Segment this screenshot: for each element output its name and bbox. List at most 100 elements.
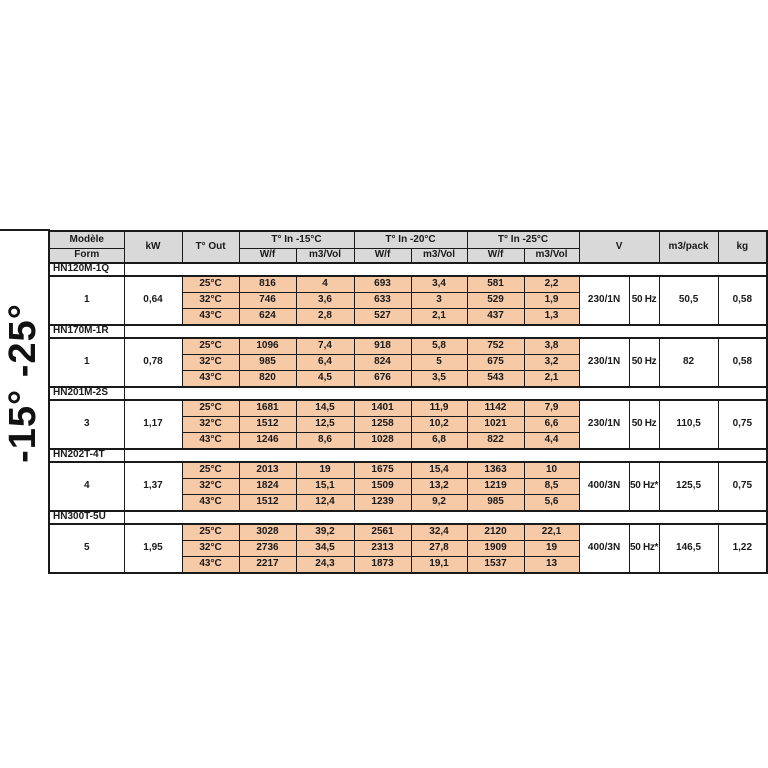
model-label: HN300T-5U — [48, 510, 125, 525]
m3v20-cell: 27,8 — [410, 540, 468, 557]
m3v15-cell: 7,4 — [295, 337, 355, 355]
wf20-cell: 1509 — [353, 478, 412, 495]
hz-value: 50 Hz — [628, 399, 660, 450]
m3pack-value: 82 — [658, 337, 719, 388]
kw-value: 1,95 — [123, 523, 183, 574]
voltage-value: 230/1N — [578, 337, 630, 388]
subheader-m3vol-15: m3/Vol — [295, 248, 355, 264]
m3v25-cell: 2,1 — [523, 370, 580, 388]
m3v15-cell: 15,1 — [295, 478, 355, 495]
m3pack-value: 146,5 — [658, 523, 719, 574]
wf20-cell: 918 — [353, 337, 412, 355]
kg-value: 0,75 — [717, 461, 768, 512]
model-label: HN170M-1R — [48, 324, 125, 339]
m3v20-cell: 3,5 — [410, 370, 468, 388]
m3v25-cell: 8,5 — [523, 478, 580, 495]
m3v20-cell: 6,8 — [410, 432, 468, 450]
wf15-cell: 1512 — [238, 494, 297, 512]
wf25-cell: 2120 — [466, 523, 525, 541]
t-out-cell: 25°C — [181, 399, 240, 417]
m3v25-cell: 13 — [523, 556, 580, 574]
m3v20-cell: 5 — [410, 354, 468, 371]
wf15-cell: 1681 — [238, 399, 297, 417]
t-out-cell: 43°C — [181, 556, 240, 574]
m3v15-cell: 4 — [295, 275, 355, 293]
kg-value: 0,58 — [717, 337, 768, 388]
t-out-cell: 43°C — [181, 370, 240, 388]
m3v25-cell: 5,6 — [523, 494, 580, 512]
wf20-cell: 633 — [353, 292, 412, 309]
wf25-cell: 1021 — [466, 416, 525, 433]
m3pack-value: 125,5 — [658, 461, 719, 512]
m3v20-cell: 11,9 — [410, 399, 468, 417]
header-kw: kW — [123, 230, 183, 264]
wf25-cell: 437 — [466, 308, 525, 326]
kg-value: 1,22 — [717, 523, 768, 574]
t-out-cell: 25°C — [181, 275, 240, 293]
header-kg: kg — [717, 230, 768, 264]
wf15-cell: 1096 — [238, 337, 297, 355]
wf25-cell: 529 — [466, 292, 525, 309]
kw-value: 1,17 — [123, 399, 183, 450]
wf20-cell: 1258 — [353, 416, 412, 433]
m3v20-cell: 19,1 — [410, 556, 468, 574]
form-value: 5 — [48, 523, 125, 574]
kw-value: 1,37 — [123, 461, 183, 512]
wf15-cell: 816 — [238, 275, 297, 293]
m3v20-cell: 32,4 — [410, 523, 468, 541]
wf15-cell: 3028 — [238, 523, 297, 541]
subheader-wf-15: W/f — [238, 248, 297, 264]
model-row-filler — [123, 448, 768, 463]
wf15-cell: 2217 — [238, 556, 297, 574]
wf15-cell: 1824 — [238, 478, 297, 495]
wf20-cell: 693 — [353, 275, 412, 293]
m3v15-cell: 14,5 — [295, 399, 355, 417]
wf15-cell: 624 — [238, 308, 297, 326]
header-modele: Modèle — [48, 230, 125, 249]
t-out-cell: 32°C — [181, 416, 240, 433]
header-form: Form — [48, 248, 125, 264]
m3v15-cell: 4,5 — [295, 370, 355, 388]
wf20-cell: 1873 — [353, 556, 412, 574]
wf20-cell: 2313 — [353, 540, 412, 557]
m3v20-cell: 3,4 — [410, 275, 468, 293]
wf25-cell: 1537 — [466, 556, 525, 574]
temperature-range-side-label: -15° -25° — [2, 303, 44, 463]
wf15-cell: 1512 — [238, 416, 297, 433]
m3pack-value: 50,5 — [658, 275, 719, 326]
m3v20-cell: 13,2 — [410, 478, 468, 495]
wf20-cell: 1675 — [353, 461, 412, 479]
m3v15-cell: 8,6 — [295, 432, 355, 450]
hz-value: 50 Hz* — [628, 461, 660, 512]
m3v15-cell: 24,3 — [295, 556, 355, 574]
subheader-wf-25: W/f — [466, 248, 525, 264]
model-label: HN120M-1Q — [48, 262, 125, 277]
wf25-cell: 1909 — [466, 540, 525, 557]
wf25-cell: 1142 — [466, 399, 525, 417]
m3v25-cell: 2,2 — [523, 275, 580, 293]
m3v20-cell: 3 — [410, 292, 468, 309]
kw-value: 0,78 — [123, 337, 183, 388]
wf20-cell: 824 — [353, 354, 412, 371]
wf15-cell: 985 — [238, 354, 297, 371]
m3v25-cell: 3,2 — [523, 354, 580, 371]
wf25-cell: 822 — [466, 432, 525, 450]
t-out-cell: 32°C — [181, 540, 240, 557]
wf20-cell: 1401 — [353, 399, 412, 417]
m3v15-cell: 3,6 — [295, 292, 355, 309]
wf20-cell: 1239 — [353, 494, 412, 512]
m3v15-cell: 12,4 — [295, 494, 355, 512]
m3v15-cell: 12,5 — [295, 416, 355, 433]
m3v25-cell: 1,9 — [523, 292, 580, 309]
wf25-cell: 985 — [466, 494, 525, 512]
t-out-cell: 32°C — [181, 354, 240, 371]
wf15-cell: 1246 — [238, 432, 297, 450]
subheader-m3vol-20: m3/Vol — [410, 248, 468, 264]
subheader-wf-20: W/f — [353, 248, 412, 264]
m3v25-cell: 10 — [523, 461, 580, 479]
kw-value: 0,64 — [123, 275, 183, 326]
voltage-value: 230/1N — [578, 275, 630, 326]
t-out-cell: 32°C — [181, 292, 240, 309]
m3v15-cell: 2,8 — [295, 308, 355, 326]
